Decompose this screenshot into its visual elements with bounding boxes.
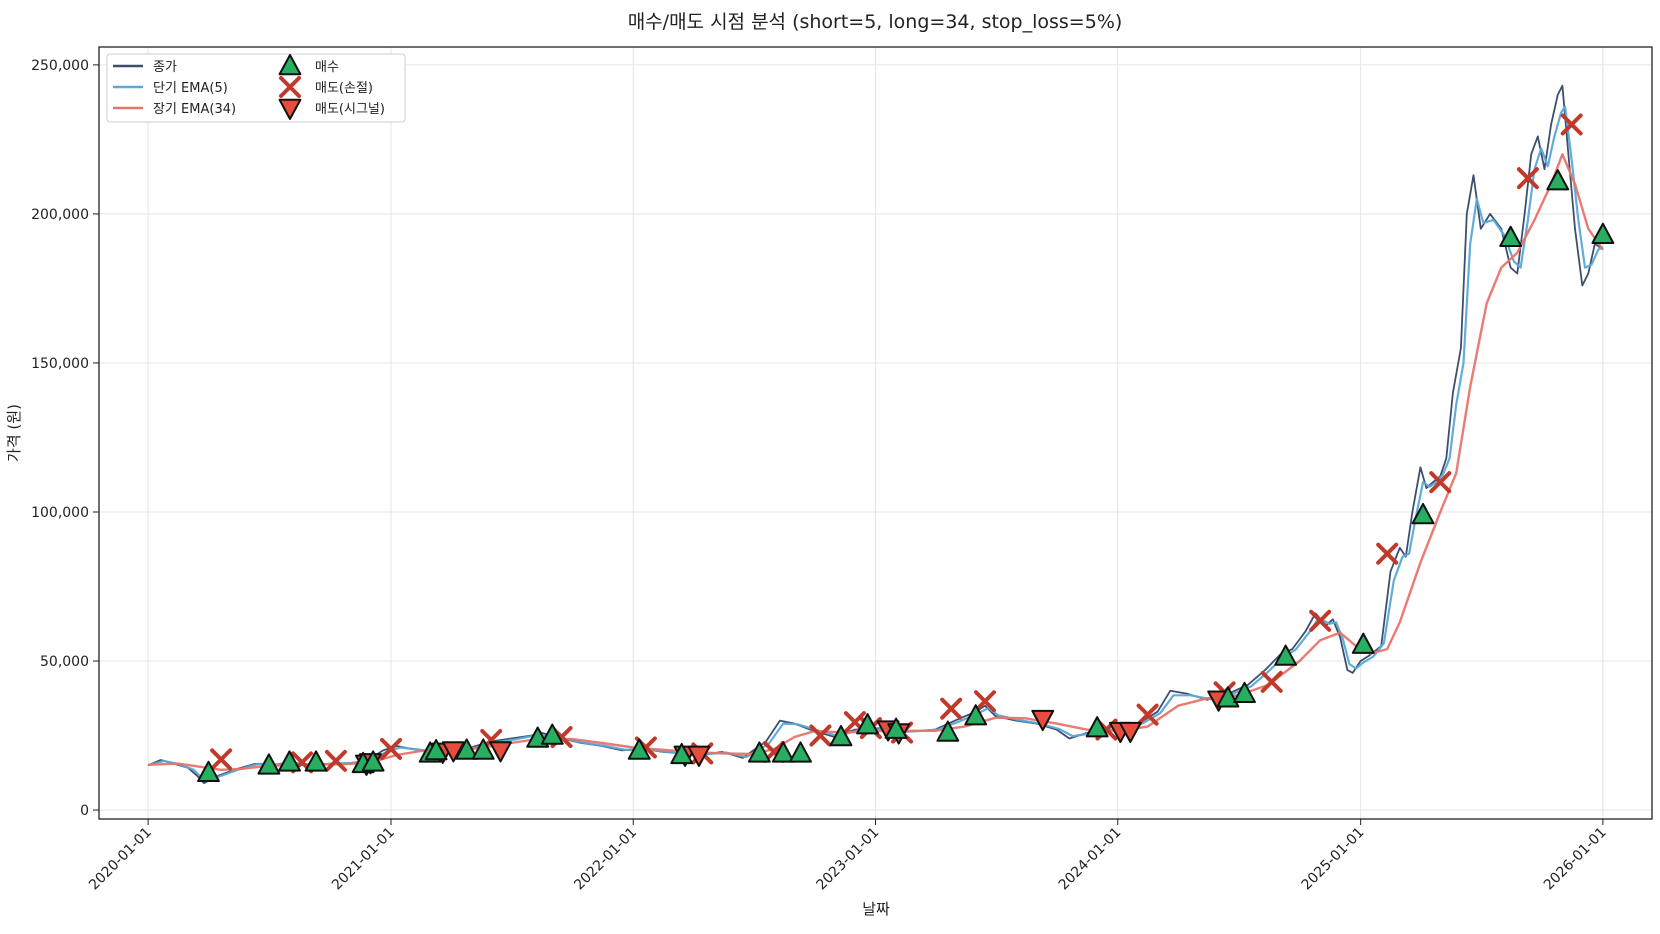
sell-stop-marker (974, 690, 997, 713)
buy-marker (884, 717, 908, 739)
legend-item-4: 매수 (278, 54, 339, 76)
legend-label: 매도(손절) (315, 81, 373, 96)
buy-marker (304, 750, 328, 772)
buy-marker (471, 738, 495, 760)
buy-marker (964, 704, 988, 726)
buy-marker (1274, 644, 1298, 666)
chart-title: 매수/매도 시점 분석 (short=5, long=34, stop_loss… (628, 11, 1123, 33)
sell-signal-marker (441, 741, 465, 763)
marker-layer (197, 113, 1615, 783)
y-axis: 0 50,000 100,000 150,000 200,000 250,000 (31, 58, 99, 819)
legend-label: 매수 (315, 60, 339, 75)
y-axis-label: 가격 (원) (5, 404, 23, 462)
grid (99, 47, 1652, 819)
sell-stop-marker (1560, 113, 1583, 136)
buy-marker (789, 741, 812, 763)
buy-marker (257, 753, 281, 775)
buy-marker (1085, 716, 1109, 738)
sell-stop-marker (1429, 471, 1452, 494)
legend-item-1: 종가 (113, 60, 177, 75)
sell-stop-marker (324, 749, 347, 772)
legend-item-5: 매도(손절) (279, 76, 373, 98)
sell-stop-marker (210, 748, 233, 771)
sell-signal-marker (1031, 709, 1055, 732)
buy-marker (1546, 169, 1570, 191)
sell-stop-marker (1309, 609, 1332, 632)
sell-stop-marker (1260, 670, 1283, 693)
legend-swatch (279, 76, 301, 98)
buy-marker (1411, 502, 1435, 525)
buy-marker (361, 750, 385, 772)
buy-marker (197, 760, 220, 783)
sell-signal-marker (1118, 721, 1142, 744)
buy-marker (829, 725, 853, 747)
legend-label: 장기 EMA(34) (153, 102, 236, 117)
y-tick-label: 50,000 (40, 654, 89, 670)
sell-stop-marker (940, 697, 963, 720)
legend-item-2: 단기 EMA(5) (113, 81, 228, 96)
buy-marker (1499, 225, 1523, 248)
legend-label: 매도(시그널) (315, 102, 385, 117)
legend-box (106, 53, 406, 123)
legend-label: 종가 (153, 60, 177, 75)
sell-stop-marker (380, 737, 403, 760)
x-axis-label: 날짜 (862, 900, 890, 918)
buy-marker (278, 750, 301, 772)
buy-marker (936, 720, 960, 742)
y-tick-label: 200,000 (31, 207, 89, 223)
legend-item-6: 매도(시그널) (278, 98, 385, 120)
buy-marker (771, 741, 795, 763)
sell-signal-marker (687, 745, 711, 767)
legend-swatch (278, 54, 302, 76)
buy-marker (1591, 222, 1615, 245)
y-tick-label: 100,000 (31, 505, 89, 521)
sell-stop-marker (809, 724, 832, 747)
y-tick-label: 150,000 (31, 356, 89, 372)
y-tick-label: 0 (80, 803, 89, 819)
buy-marker (1351, 632, 1375, 654)
buy-marker (1233, 681, 1256, 704)
buy-marker (540, 723, 564, 745)
y-tick-label: 250,000 (31, 58, 89, 74)
sell-stop-marker (1376, 542, 1399, 565)
buy-marker (424, 739, 448, 761)
buy-marker (455, 738, 479, 760)
sell-stop-marker (1516, 167, 1539, 190)
sell-stop-marker (1136, 703, 1159, 726)
legend-item-3: 장기 EMA(34) (113, 102, 236, 117)
buy-marker (627, 738, 651, 760)
legend-label: 단기 EMA(5) (153, 81, 228, 96)
legend-swatch (278, 98, 302, 120)
buy-marker (856, 713, 879, 735)
sell-signal-marker (489, 741, 512, 763)
buy-marker (747, 741, 771, 763)
buy-marker (670, 742, 694, 765)
